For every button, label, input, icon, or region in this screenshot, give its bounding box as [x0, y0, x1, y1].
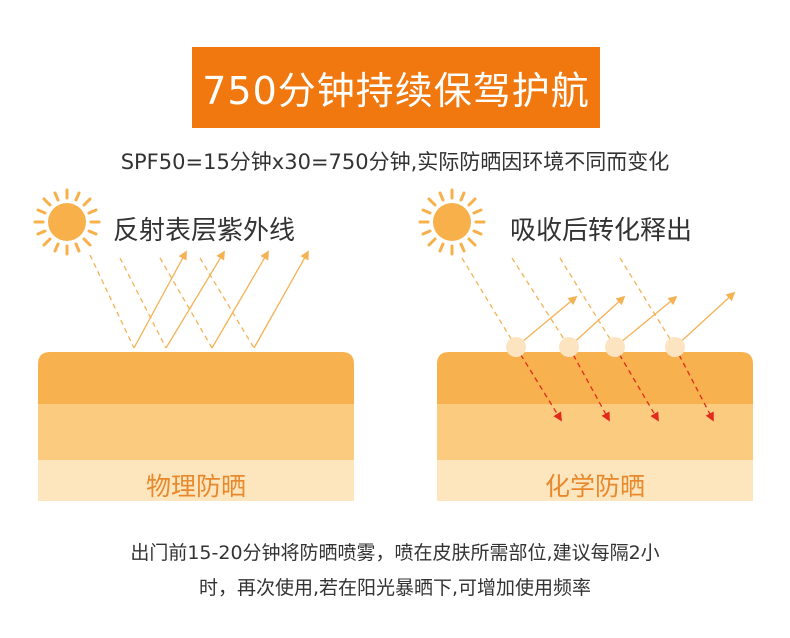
absorbed-rays [461, 257, 736, 422]
chemical-panel-title: 吸收后转化释出 [510, 216, 693, 246]
skin-layers-chemical [437, 352, 753, 501]
usage-note-line-2: 时，再次使用,若在阳光暴晒下,可增加使用频率 [198, 577, 592, 599]
banner-title: 750分钟持续保驾护航 [192, 47, 600, 128]
spf-subtitle: SPF50=15分钟x30=750分钟,实际防晒因环境不同而变化 [120, 150, 670, 174]
physical-sunscreen-label: 物理防晒 [145, 472, 246, 501]
sun-icon [33, 188, 101, 256]
chemical-sunscreen-label: 化学防晒 [544, 472, 645, 501]
reflected-rays [89, 250, 309, 349]
physical-panel-title: 反射表层紫外线 [113, 216, 296, 246]
usage-note-line-1: 出门前15-20分钟将防晒喷雾，喷在皮肤所需部位,建议每隔2小 [130, 542, 660, 564]
sun-icon [418, 188, 486, 256]
skin-layers-physical [38, 352, 354, 501]
